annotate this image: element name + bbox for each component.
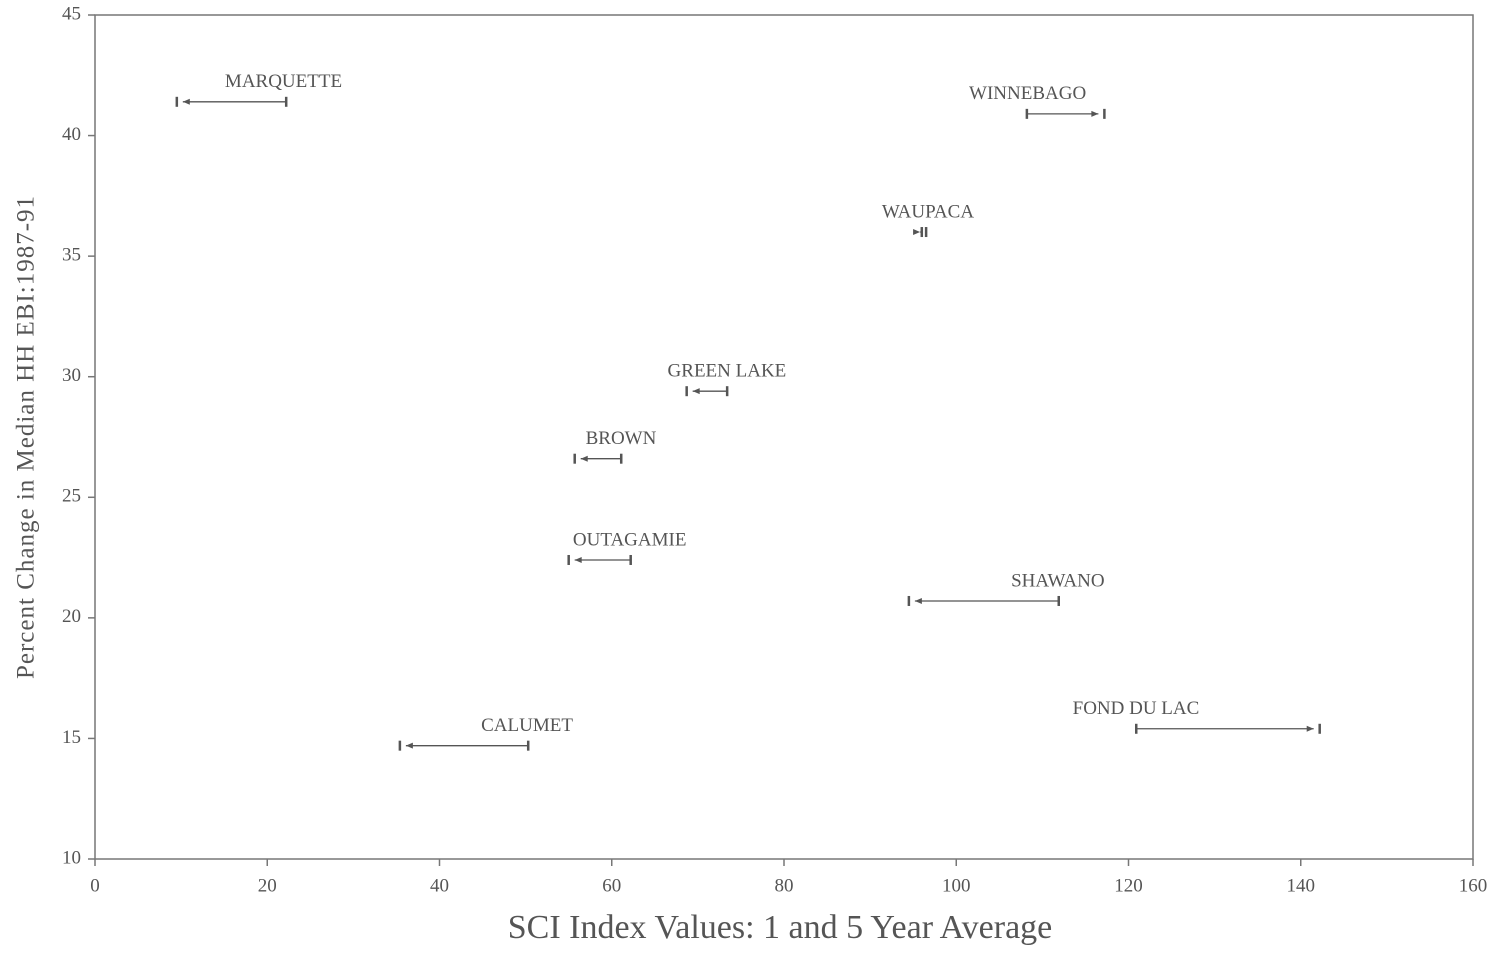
y-tick-label: 10 <box>62 847 81 868</box>
x-tick-label: 40 <box>430 875 449 896</box>
x-tick-label: 20 <box>258 875 277 896</box>
y-tick-label: 35 <box>62 245 81 266</box>
y-tick-label: 20 <box>62 606 81 627</box>
point-label: CALUMET <box>481 715 573 736</box>
y-tick-label: 25 <box>62 486 81 507</box>
plot-frame <box>94 14 1474 860</box>
arrow-head <box>574 556 582 563</box>
point-label: GREEN LAKE <box>668 361 787 382</box>
arrow-head <box>182 98 190 105</box>
x-tick-label: 160 <box>1459 875 1488 896</box>
x-tick-label: 140 <box>1287 875 1316 896</box>
x-tick-label: 60 <box>602 875 621 896</box>
point-label: WAUPACA <box>882 201 974 222</box>
y-tick-label: 30 <box>62 365 81 386</box>
y-axis-label: Percent Change in Median HH EBI:1987-91 <box>13 195 40 679</box>
point-label: BROWN <box>586 428 657 449</box>
arrow-head <box>580 455 588 462</box>
y-tick-label: 45 <box>62 3 81 24</box>
point-label: OUTAGAMIE <box>573 529 687 550</box>
x-axis-label: SCI Index Values: 1 and 5 Year Average <box>508 909 1053 946</box>
arrow-head <box>1306 725 1314 732</box>
point-label: SHAWANO <box>1011 570 1104 591</box>
x-tick-label: 80 <box>775 875 794 896</box>
arrow-head <box>913 229 921 236</box>
x-tick-label: 120 <box>1114 875 1143 896</box>
arrow-head <box>1091 110 1099 117</box>
y-tick-label: 40 <box>62 124 81 145</box>
arrow-head <box>405 742 413 749</box>
x-tick-label: 0 <box>90 875 100 896</box>
point-label: MARQUETTE <box>225 71 342 92</box>
point-label: FOND DU LAC <box>1073 698 1200 719</box>
y-tick-label: 15 <box>62 727 81 748</box>
arrow-head <box>914 597 922 604</box>
point-label: WINNEBAGO <box>969 83 1086 104</box>
arrow-head <box>692 388 700 395</box>
x-tick-label: 100 <box>942 875 971 896</box>
